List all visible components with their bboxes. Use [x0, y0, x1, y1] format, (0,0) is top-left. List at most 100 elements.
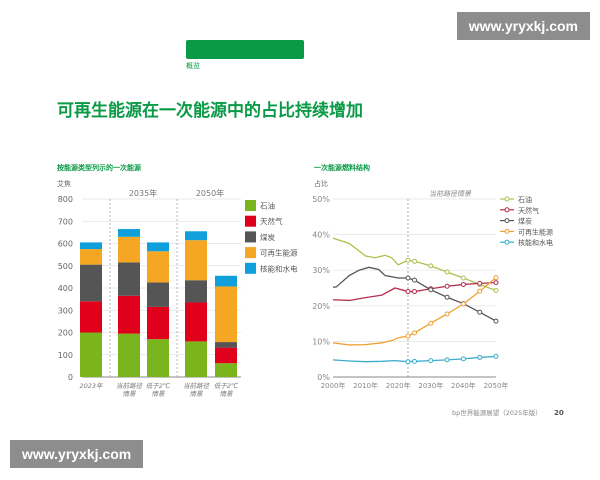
bar-segment [215, 286, 237, 343]
data-point [428, 320, 434, 326]
bar-segment [80, 332, 102, 377]
x-tick-label: 低于2℃情景 [214, 382, 239, 398]
x-tick-line: 低于2℃ [146, 382, 171, 390]
x-tick-label: 2040年 [451, 381, 476, 390]
bar-segment [215, 347, 237, 364]
bar-segment [80, 242, 102, 250]
legend-marker [504, 196, 510, 202]
data-point [493, 280, 499, 286]
data-point [412, 277, 417, 283]
series-line [332, 266, 497, 322]
series-line [332, 237, 497, 292]
x-tick-line: 情景 [123, 390, 137, 398]
bar-segment [185, 302, 207, 342]
y-axis-label: 占比 [314, 179, 328, 188]
x-tick-line: 情景 [152, 390, 166, 398]
y-tick-label: 10% [312, 337, 330, 346]
bar-segment [147, 339, 169, 377]
legend-label: 煤炭 [518, 217, 532, 226]
data-point [477, 309, 483, 315]
x-tick-line: 当前路径 [116, 382, 143, 390]
x-tick-line: 当前路径 [183, 382, 210, 390]
series-line [332, 282, 497, 302]
data-point [493, 287, 499, 293]
data-point [477, 280, 483, 286]
footer-source: bp世界能源展望（2025年版） [452, 408, 542, 417]
bar-segment [80, 249, 102, 265]
x-tick-label: 低于2℃情景 [146, 382, 171, 398]
data-point [405, 275, 411, 281]
legend-label: 可再生能源 [260, 248, 298, 258]
legend-swatch [245, 247, 256, 259]
data-point [428, 358, 434, 364]
data-point [444, 294, 450, 300]
legend-marker [504, 207, 510, 213]
data-point [405, 333, 411, 339]
bar-segment [147, 306, 169, 340]
bar-segment [185, 240, 207, 281]
section-label: 概览 [186, 61, 200, 70]
legend-label: 石油 [260, 201, 275, 211]
legend-swatch [245, 215, 256, 227]
legend-label: 天然气 [518, 206, 539, 215]
legend-label: 核能和水电 [518, 238, 553, 247]
x-tick-line: 情景 [220, 390, 234, 398]
y-tick-label: 600 [58, 240, 73, 249]
scenario-annotation: 当前路径情景 [429, 190, 472, 198]
data-point [477, 354, 483, 360]
group-label: 2050年 [196, 188, 224, 198]
legend-label: 核能和水电 [260, 263, 298, 273]
bar-segment [118, 333, 140, 377]
y-tick-label: 40% [312, 231, 330, 240]
data-point [493, 275, 499, 281]
bar-segment [185, 341, 207, 377]
y-tick-label: 20% [312, 302, 330, 311]
bar-segment [185, 231, 207, 241]
y-tick-label: 200 [58, 329, 73, 338]
bar-segment [118, 295, 140, 334]
x-tick-label: 2030年 [418, 381, 443, 390]
y-tick-label: 400 [58, 284, 73, 293]
y-tick-label: 800 [58, 195, 73, 204]
bar-segment [215, 363, 237, 377]
bar-segment [147, 282, 169, 307]
data-point [493, 318, 499, 324]
data-point [428, 287, 434, 293]
data-point [460, 356, 466, 362]
watermark-bottom: www.yryxkj.com [10, 440, 144, 468]
x-tick-line: 低于2℃ [214, 382, 239, 390]
y-tick-label: 0 [68, 373, 73, 382]
y-axis-label: 艾焦 [57, 179, 71, 188]
data-point [460, 275, 466, 281]
bar-segment [215, 342, 237, 348]
x-tick-label: 当前路径情景 [116, 382, 143, 398]
y-tick-label: 50% [312, 195, 330, 204]
data-point [444, 283, 450, 289]
data-point [405, 359, 411, 365]
page-number: 20 [554, 409, 564, 417]
bar-segment [80, 264, 102, 302]
x-tick-label: 2020年 [386, 381, 411, 390]
data-point [460, 281, 466, 287]
legend-label: 可再生能源 [518, 227, 553, 236]
legend-swatch [245, 262, 256, 274]
legend-swatch [245, 200, 256, 211]
y-tick-label: 300 [58, 306, 73, 315]
data-point [444, 311, 450, 317]
bar-segment [185, 280, 207, 303]
x-tick-label: 2050年 [484, 381, 509, 390]
y-tick-label: 30% [312, 266, 330, 275]
bar-segment [147, 251, 169, 283]
data-point [428, 263, 434, 269]
data-point [444, 269, 450, 275]
x-tick-label: 2000年 [321, 381, 346, 390]
legend-label: 煤炭 [260, 232, 275, 242]
data-point [493, 353, 499, 359]
y-tick-label: 500 [58, 262, 73, 271]
data-point [460, 301, 466, 307]
y-tick-label: 700 [58, 217, 73, 226]
data-point [405, 289, 411, 295]
